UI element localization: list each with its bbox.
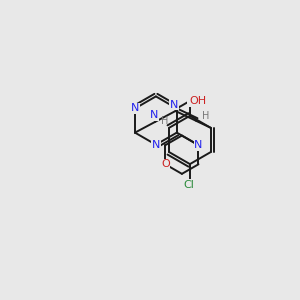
Text: N: N	[194, 140, 203, 150]
Text: N: N	[150, 110, 158, 120]
Text: H: H	[202, 111, 209, 121]
Text: N: N	[131, 103, 139, 113]
Text: Cl: Cl	[183, 180, 194, 190]
Text: O: O	[161, 159, 170, 169]
Text: OH: OH	[190, 96, 207, 106]
Text: N: N	[152, 140, 160, 150]
Text: F: F	[188, 95, 194, 105]
Text: N: N	[170, 100, 178, 110]
Text: H: H	[161, 116, 169, 126]
